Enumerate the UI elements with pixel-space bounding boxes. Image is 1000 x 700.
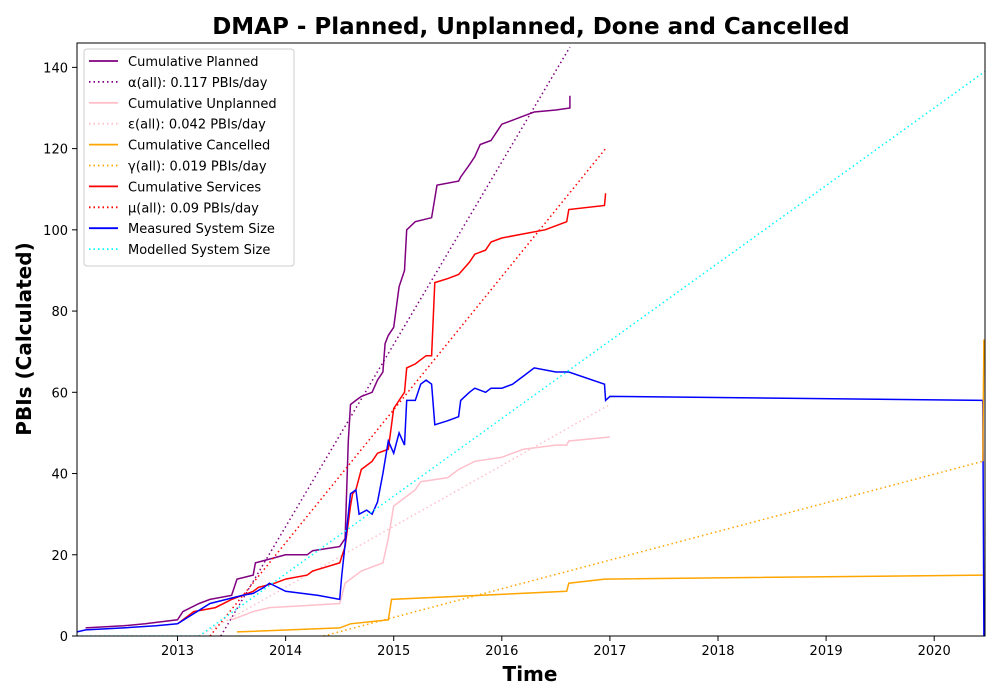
legend-label: Cumulative Planned — [128, 55, 258, 70]
x-axis-label: Time — [503, 662, 558, 686]
x-tick-label: 2017 — [593, 644, 626, 659]
y-tick-label: 40 — [51, 468, 68, 483]
y-tick-label: 120 — [43, 143, 68, 158]
x-axis: 2013 2014 2015 2016 2017 2018 2019 2020 — [161, 636, 951, 659]
legend-label: Measured System Size — [128, 222, 275, 237]
series-line-3 — [198, 403, 611, 636]
x-tick-label: 2016 — [485, 644, 518, 659]
legend-label: μ(all): 0.09 PBIs/day — [128, 201, 259, 216]
legend-label: Cumulative Services — [128, 180, 261, 195]
y-tick-label: 80 — [51, 305, 68, 320]
y-tick-label: 60 — [51, 386, 68, 401]
legend: Cumulative Planned α(all): 0.117 PBIs/day… — [83, 48, 295, 267]
series-line-7 — [209, 148, 607, 636]
y-axis: 0 20 40 60 80 100 120 140 — [43, 61, 77, 645]
legend-box — [83, 48, 295, 267]
series-line-0 — [85, 95, 571, 629]
x-tick-label: 2014 — [269, 644, 302, 659]
y-tick-label: 140 — [43, 61, 68, 76]
series-line-10 — [982, 339, 985, 462]
y-tick-label: 0 — [60, 630, 68, 645]
chart-title: DMAP - Planned, Unplanned, Done and Canc… — [212, 14, 850, 40]
plot-frame — [76, 42, 986, 637]
y-tick-label: 100 — [43, 224, 68, 239]
y-tick-label: 20 — [51, 549, 68, 564]
series-line-5 — [323, 460, 983, 636]
x-tick-label: 2013 — [161, 644, 194, 659]
series-line-1 — [220, 46, 571, 636]
x-tick-label: 2019 — [810, 644, 843, 659]
legend-label: γ(all): 0.019 PBIs/day — [128, 160, 267, 175]
x-tick-label: 2015 — [377, 644, 410, 659]
series-line-4 — [236, 574, 983, 633]
legend-label: Cumulative Unplanned — [128, 97, 277, 112]
series-line-2 — [231, 436, 610, 621]
y-axis-label: PBIs (Calculated) — [12, 242, 36, 435]
x-tick-label: 2020 — [918, 644, 951, 659]
legend-label: Modelled System Size — [128, 243, 270, 258]
legend-label: ε(all): 0.042 PBIs/day — [128, 118, 266, 133]
legend-label: Cumulative Cancelled — [128, 139, 270, 154]
series-line-8 — [77, 367, 985, 636]
x-tick-label: 2018 — [701, 644, 734, 659]
legend-label: α(all): 0.117 PBIs/day — [128, 76, 268, 91]
